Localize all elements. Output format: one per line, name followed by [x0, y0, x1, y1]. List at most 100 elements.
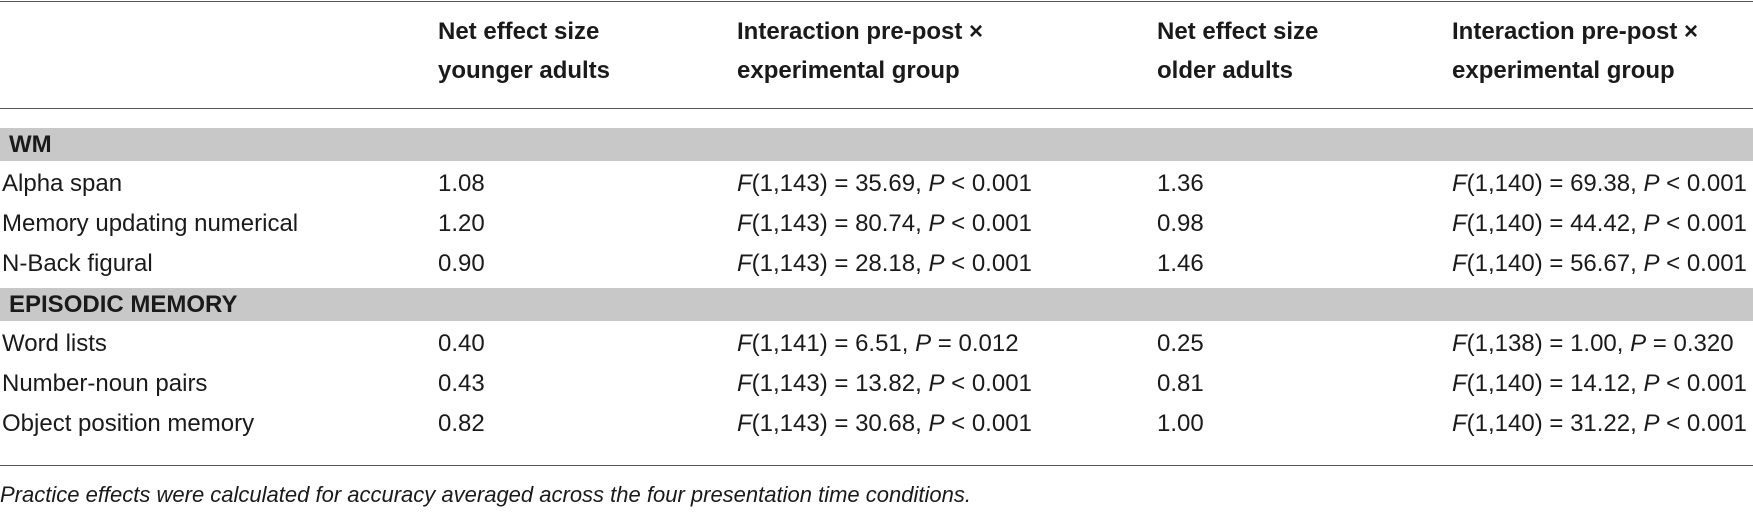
f-symbol: F — [1452, 410, 1467, 437]
header-interaction-younger: Interaction pre-post × experimental grou… — [737, 12, 983, 90]
p-symbol: P — [1643, 410, 1660, 437]
row-label: Number-noun pairs — [2, 370, 208, 397]
section-title: WM — [9, 131, 52, 158]
younger-interaction-stat: F(1,143) = 28.18, P < 0.001 — [737, 244, 1032, 284]
table-top-rule — [0, 1, 1753, 2]
table-row: Word lists 0.40 F(1,141) = 6.51, P = 0.012… — [0, 324, 1753, 364]
header-net-effect-younger: Net effect size younger adults — [438, 12, 610, 90]
older-interaction-stat: F(1,140) = 44.42, P < 0.001 — [1452, 204, 1747, 244]
younger-effect-size: 0.43 — [438, 370, 485, 397]
younger-interaction-stat: F(1,143) = 13.82, P < 0.001 — [737, 364, 1032, 404]
f-symbol: F — [737, 410, 752, 437]
p-symbol: P — [915, 330, 932, 357]
f-symbol: F — [1452, 170, 1467, 197]
row-label: N-Back figural — [2, 250, 153, 277]
p-value: < 0.001 — [944, 370, 1032, 397]
p-value: = 0.012 — [931, 330, 1019, 357]
younger-effect-size: 1.20 — [438, 210, 485, 237]
p-value: < 0.001 — [1659, 170, 1747, 197]
older-interaction-stat: F(1,138) = 1.00, P = 0.320 — [1452, 324, 1734, 364]
header-net-effect-older: Net effect size older adults — [1157, 12, 1318, 90]
older-interaction-stat: F(1,140) = 31.22, P < 0.001 — [1452, 404, 1747, 444]
f-value: (1,143) = 13.82, — [751, 370, 929, 397]
table-row: Object position memory 0.82 F(1,143) = 30.… — [0, 404, 1753, 444]
p-symbol: P — [928, 250, 945, 277]
table-row: N-Back figural 0.90 F(1,143) = 28.18, P < … — [0, 244, 1753, 284]
f-value: (1,143) = 80.74, — [751, 210, 929, 237]
f-symbol: F — [1452, 210, 1467, 237]
f-value: (1,143) = 30.68, — [751, 410, 929, 437]
p-value: < 0.001 — [944, 410, 1032, 437]
p-symbol: P — [1643, 170, 1660, 197]
f-value: (1,140) = 14.12, — [1466, 370, 1644, 397]
section-header: EPISODIC MEMORY — [0, 288, 1753, 321]
p-symbol: P — [1630, 330, 1647, 357]
header-line: experimental group — [1452, 57, 1675, 84]
header-line: Net effect size — [1157, 18, 1319, 45]
row-label: Memory updating numerical — [2, 210, 299, 237]
younger-effect-size: 0.82 — [438, 410, 485, 437]
f-symbol: F — [1452, 370, 1467, 397]
p-value: < 0.001 — [944, 170, 1032, 197]
p-value: < 0.001 — [944, 250, 1032, 277]
p-symbol: P — [928, 170, 945, 197]
older-effect-size: 0.98 — [1157, 210, 1204, 237]
younger-interaction-stat: F(1,143) = 35.69, P < 0.001 — [737, 164, 1032, 204]
f-value: (1,140) = 69.38, — [1466, 170, 1644, 197]
f-symbol: F — [737, 330, 752, 357]
p-value: < 0.001 — [1659, 370, 1747, 397]
row-label: Word lists — [2, 330, 107, 357]
table-footnote: Practice effects were calculated for acc… — [0, 482, 971, 507]
f-value: (1,143) = 28.18, — [751, 250, 929, 277]
older-effect-size: 0.25 — [1157, 330, 1204, 357]
section-title: EPISODIC MEMORY — [9, 291, 238, 318]
p-value: = 0.320 — [1646, 330, 1734, 357]
older-interaction-stat: F(1,140) = 69.38, P < 0.001 — [1452, 164, 1747, 204]
younger-effect-size: 0.90 — [438, 250, 485, 277]
f-symbol: F — [1452, 330, 1467, 357]
row-label: Object position memory — [2, 410, 255, 437]
header-line: Interaction pre-post × — [737, 18, 984, 45]
header-line: Net effect size — [438, 18, 600, 45]
header-line: younger adults — [438, 57, 611, 84]
p-value: < 0.001 — [944, 210, 1032, 237]
younger-interaction-stat: F(1,141) = 6.51, P = 0.012 — [737, 324, 1019, 364]
header-line: Interaction pre-post × — [1452, 18, 1699, 45]
p-symbol: P — [1643, 250, 1660, 277]
table-row: Alpha span 1.08 F(1,143) = 35.69, P < 0.00… — [0, 164, 1753, 204]
f-symbol: F — [737, 170, 752, 197]
younger-effect-size: 0.40 — [438, 330, 485, 357]
header-rule — [0, 108, 1753, 109]
f-symbol: F — [737, 370, 752, 397]
older-interaction-stat: F(1,140) = 14.12, P < 0.001 — [1452, 364, 1747, 404]
older-interaction-stat: F(1,140) = 56.67, P < 0.001 — [1452, 244, 1747, 284]
older-effect-size: 1.36 — [1157, 170, 1204, 197]
p-symbol: P — [928, 370, 945, 397]
f-symbol: F — [1452, 250, 1467, 277]
p-symbol: P — [1643, 210, 1660, 237]
older-effect-size: 1.00 — [1157, 410, 1204, 437]
p-value: < 0.001 — [1659, 410, 1747, 437]
f-value: (1,141) = 6.51, — [751, 330, 916, 357]
younger-effect-size: 1.08 — [438, 170, 485, 197]
f-value: (1,138) = 1.00, — [1466, 330, 1631, 357]
f-symbol: F — [737, 250, 752, 277]
table-row: Memory updating numerical 1.20 F(1,143) = … — [0, 204, 1753, 244]
p-symbol: P — [1643, 370, 1660, 397]
older-effect-size: 0.81 — [1157, 370, 1204, 397]
row-label: Alpha span — [2, 170, 123, 197]
p-value: < 0.001 — [1659, 210, 1747, 237]
header-interaction-older: Interaction pre-post × experimental grou… — [1452, 12, 1698, 90]
older-effect-size: 1.46 — [1157, 250, 1204, 277]
f-value: (1,140) = 56.67, — [1466, 250, 1644, 277]
section-header: WM — [0, 128, 1753, 161]
f-symbol: F — [737, 210, 752, 237]
p-symbol: P — [928, 410, 945, 437]
f-value: (1,143) = 35.69, — [751, 170, 929, 197]
younger-interaction-stat: F(1,143) = 30.68, P < 0.001 — [737, 404, 1032, 444]
p-symbol: P — [928, 210, 945, 237]
header-line: experimental group — [737, 57, 960, 84]
f-value: (1,140) = 31.22, — [1466, 410, 1644, 437]
f-value: (1,140) = 44.42, — [1466, 210, 1644, 237]
table-row: Number-noun pairs 0.43 F(1,143) = 13.82, P… — [0, 364, 1753, 404]
